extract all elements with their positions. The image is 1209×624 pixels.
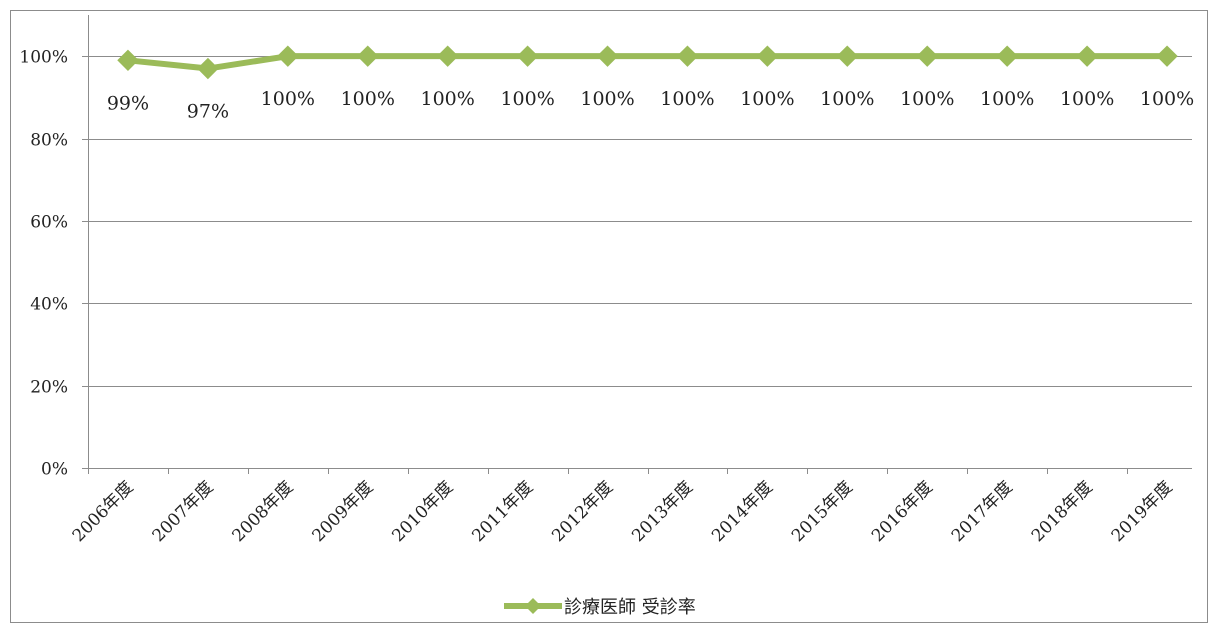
data-point-marker [1156,45,1178,67]
data-label: 99% [107,92,149,114]
series-line [124,53,1171,72]
data-point-marker [676,45,699,67]
y-tick-label: 100% [19,48,68,68]
y-tick-label: 0% [41,460,68,480]
data-point-marker [1076,45,1098,67]
data-point-marker [197,57,219,80]
y-tick-label: 20% [30,378,68,398]
data-point-marker [596,45,619,67]
y-tick-label: 40% [30,295,68,315]
data-label: 100% [500,88,554,110]
data-label: 100% [580,88,634,110]
chart-border [10,10,1208,623]
data-label: 100% [660,88,714,110]
data-point-marker [756,45,779,67]
y-tick-label: 60% [30,213,68,233]
data-label: 100% [820,88,874,110]
data-label: 100% [421,88,475,110]
data-label: 100% [1140,88,1194,110]
legend-label: 診療医師 受診率 [564,597,696,618]
data-label: 100% [740,88,794,110]
data-point-marker [436,45,459,67]
y-tick-label: 80% [30,131,68,151]
data-label: 100% [261,88,315,110]
data-point-marker [516,45,539,67]
data-point-marker [357,45,379,67]
data-point-marker [836,45,859,67]
data-point-marker [277,45,299,67]
data-label: 100% [900,88,954,110]
data-point-marker [117,49,139,72]
data-label: 100% [1060,88,1114,110]
data-label: 97% [187,101,229,123]
legend: 診療医師 受診率 [504,597,696,618]
data-label: 100% [980,88,1034,110]
series-layer [117,45,1178,80]
legend-marker [525,598,541,614]
data-labels: 99% 97% 100% 100% 100% 100% 100% 100% 100% 100% 10… [107,88,1194,122]
data-point-marker [916,45,938,67]
data-label: 100% [341,88,395,110]
data-point-marker [996,45,1018,67]
